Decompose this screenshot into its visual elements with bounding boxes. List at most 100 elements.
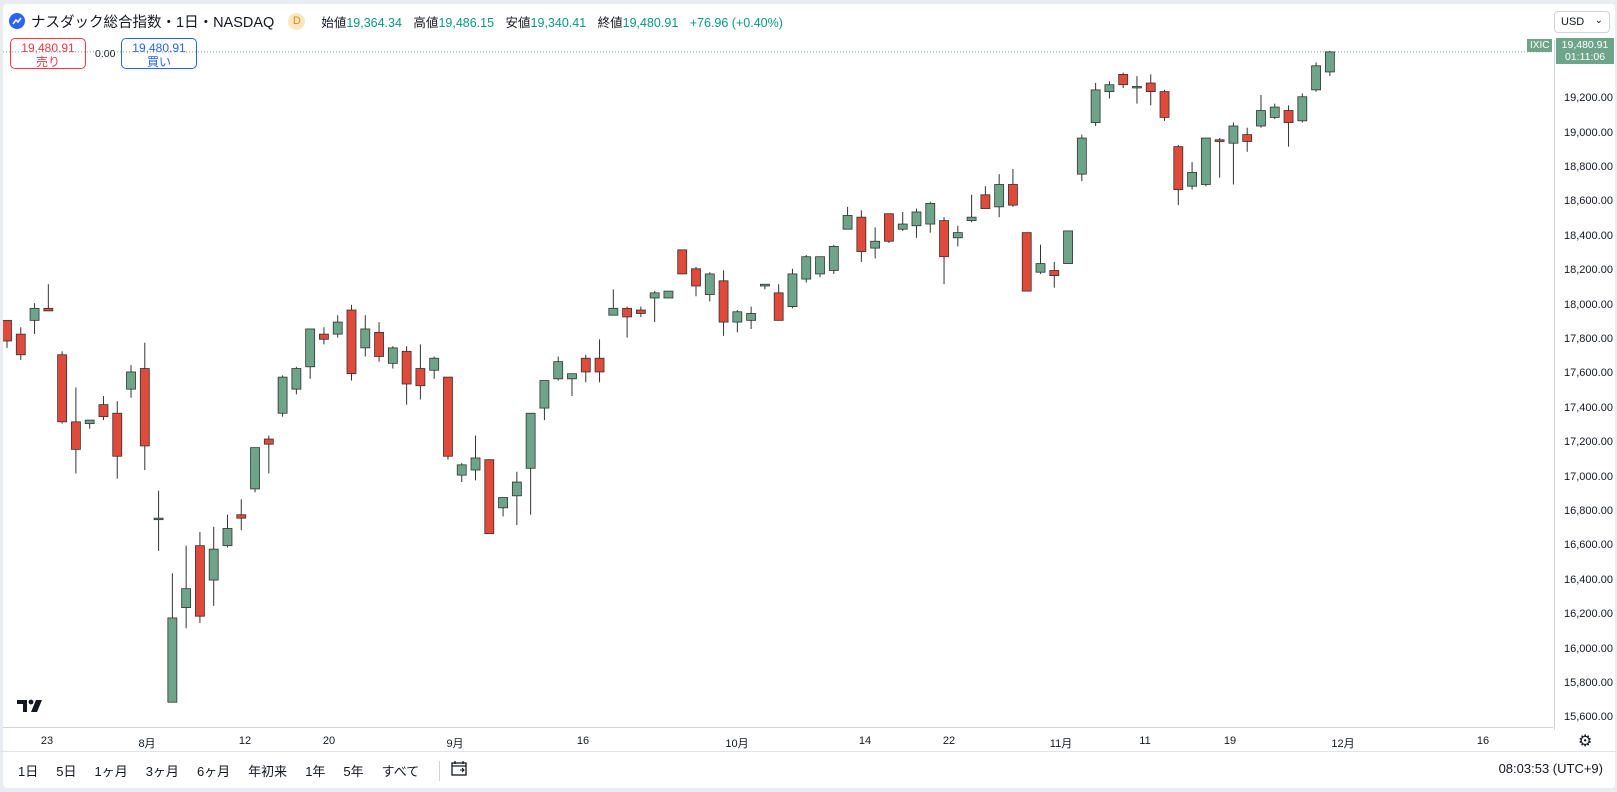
candle bbox=[1008, 169, 1018, 207]
candle-body-up bbox=[1076, 137, 1087, 175]
candle bbox=[1228, 122, 1239, 185]
candle-body-down bbox=[374, 331, 384, 357]
timeframe-1d[interactable]: 1日 bbox=[18, 764, 39, 779]
last-price-value: 19,480.91 bbox=[1561, 39, 1609, 51]
price-tick-label: 17,200.00 bbox=[1564, 436, 1613, 449]
buy-button[interactable]: 19,480.91 買い bbox=[121, 38, 197, 69]
candle bbox=[29, 303, 40, 335]
candle bbox=[222, 514, 233, 548]
candle-body-down bbox=[443, 376, 453, 457]
candle-body-up bbox=[498, 497, 508, 509]
candle-body-up bbox=[360, 328, 371, 349]
candle bbox=[484, 459, 495, 535]
chevron-down-icon: ⌄ bbox=[1594, 15, 1603, 26]
candle-body-up bbox=[870, 240, 881, 249]
close-value: 19,480.91 bbox=[622, 15, 679, 30]
candle bbox=[57, 351, 68, 424]
timeframe-1y[interactable]: 1年 bbox=[305, 764, 326, 779]
high-label: 高値 bbox=[413, 15, 439, 30]
candle-body-up bbox=[897, 223, 908, 230]
candle-body-up bbox=[746, 313, 757, 321]
candle bbox=[153, 490, 164, 551]
candle bbox=[1297, 93, 1308, 123]
candle-body-up bbox=[387, 347, 398, 364]
gear-icon[interactable]: ⚙ bbox=[1578, 733, 1593, 750]
candle-body-up bbox=[1311, 65, 1321, 91]
open-value: 19,364.34 bbox=[346, 15, 402, 30]
calendar-range-icon[interactable] bbox=[450, 759, 468, 782]
candle bbox=[1269, 103, 1280, 120]
tradingview-logo-icon[interactable] bbox=[17, 698, 47, 719]
candle bbox=[897, 212, 908, 231]
candle-body-up bbox=[649, 292, 660, 299]
candle bbox=[911, 208, 922, 238]
price-tick-label: 16,200.00 bbox=[1564, 608, 1613, 621]
candle bbox=[594, 339, 605, 383]
candle bbox=[1173, 144, 1184, 206]
candle-body-down bbox=[1049, 270, 1060, 277]
candle bbox=[332, 315, 343, 338]
sell-label: 売り bbox=[35, 55, 60, 69]
candlestick-chart[interactable] bbox=[3, 40, 1551, 728]
candle bbox=[360, 315, 371, 357]
candle bbox=[677, 249, 688, 275]
toolbar-divider bbox=[439, 760, 441, 781]
candle bbox=[1200, 137, 1211, 187]
candle-body-up bbox=[1063, 230, 1073, 264]
time-tick-label: 12月 bbox=[1331, 738, 1355, 750]
candle-body-up bbox=[1104, 84, 1115, 93]
candle-body-up bbox=[608, 307, 619, 316]
candle bbox=[939, 217, 949, 285]
candle bbox=[498, 497, 508, 517]
candle-body-down bbox=[1214, 139, 1225, 142]
timeframe-1m[interactable]: 1ヶ月 bbox=[94, 764, 128, 779]
price-tick-label: 17,000.00 bbox=[1564, 470, 1613, 483]
symbol-title[interactable]: ナスダック総合指数・1日・NASDAQ bbox=[31, 14, 275, 31]
candle-body-up bbox=[994, 184, 1005, 208]
currency-select[interactable]: USD ⌄ bbox=[1554, 11, 1610, 33]
candle-body-up bbox=[828, 245, 839, 271]
candle bbox=[415, 344, 426, 400]
candle bbox=[1242, 127, 1253, 152]
candle-body-down bbox=[677, 249, 688, 275]
candle-body-down bbox=[71, 421, 81, 450]
sell-button[interactable]: 19,480.91 売り bbox=[10, 38, 86, 69]
time-axis[interactable] bbox=[3, 727, 1553, 756]
price-tick-label: 18,800.00 bbox=[1564, 161, 1613, 173]
timeframe-5y[interactable]: 5年 bbox=[343, 764, 364, 779]
candle bbox=[704, 272, 715, 302]
candle-body-down bbox=[139, 368, 150, 447]
candle-body-down bbox=[346, 309, 357, 375]
candle-body-up bbox=[787, 273, 798, 307]
candle bbox=[139, 342, 150, 470]
candle bbox=[925, 201, 936, 233]
candle-body-up bbox=[911, 211, 922, 227]
candle bbox=[1145, 74, 1156, 106]
price-tick-label: 16,400.00 bbox=[1564, 573, 1613, 586]
sell-price: 19,480.91 bbox=[21, 41, 75, 55]
timeframe-all[interactable]: すべて bbox=[381, 764, 420, 779]
candle-body-down bbox=[1118, 74, 1129, 86]
candle-body-up bbox=[663, 290, 674, 299]
timezone-clock[interactable]: 08:03:53 (UTC+9) bbox=[1498, 761, 1603, 776]
candle-body-down bbox=[263, 438, 274, 445]
bar-countdown: 01:11:06 bbox=[1564, 51, 1606, 63]
candle bbox=[608, 289, 619, 316]
candle bbox=[43, 284, 54, 312]
candle bbox=[801, 255, 812, 283]
candle bbox=[856, 210, 867, 262]
timeframe-6m[interactable]: 6ヶ月 bbox=[196, 764, 231, 779]
candle bbox=[567, 373, 577, 397]
candle-body-down bbox=[236, 514, 247, 519]
timeframe-5d[interactable]: 5日 bbox=[56, 764, 77, 779]
candle bbox=[760, 283, 770, 290]
price-axis[interactable] bbox=[1554, 40, 1615, 730]
timeframe-ytd[interactable]: 年初来 bbox=[248, 764, 288, 779]
candle bbox=[691, 267, 701, 297]
delayed-data-badge[interactable]: D bbox=[288, 12, 306, 30]
candle bbox=[663, 290, 674, 299]
symbol-tag: IXIC bbox=[1527, 39, 1553, 52]
candle bbox=[635, 306, 646, 317]
timeframe-3m[interactable]: 3ヶ月 bbox=[145, 764, 179, 779]
price-tick-label: 17,800.00 bbox=[1564, 333, 1613, 345]
